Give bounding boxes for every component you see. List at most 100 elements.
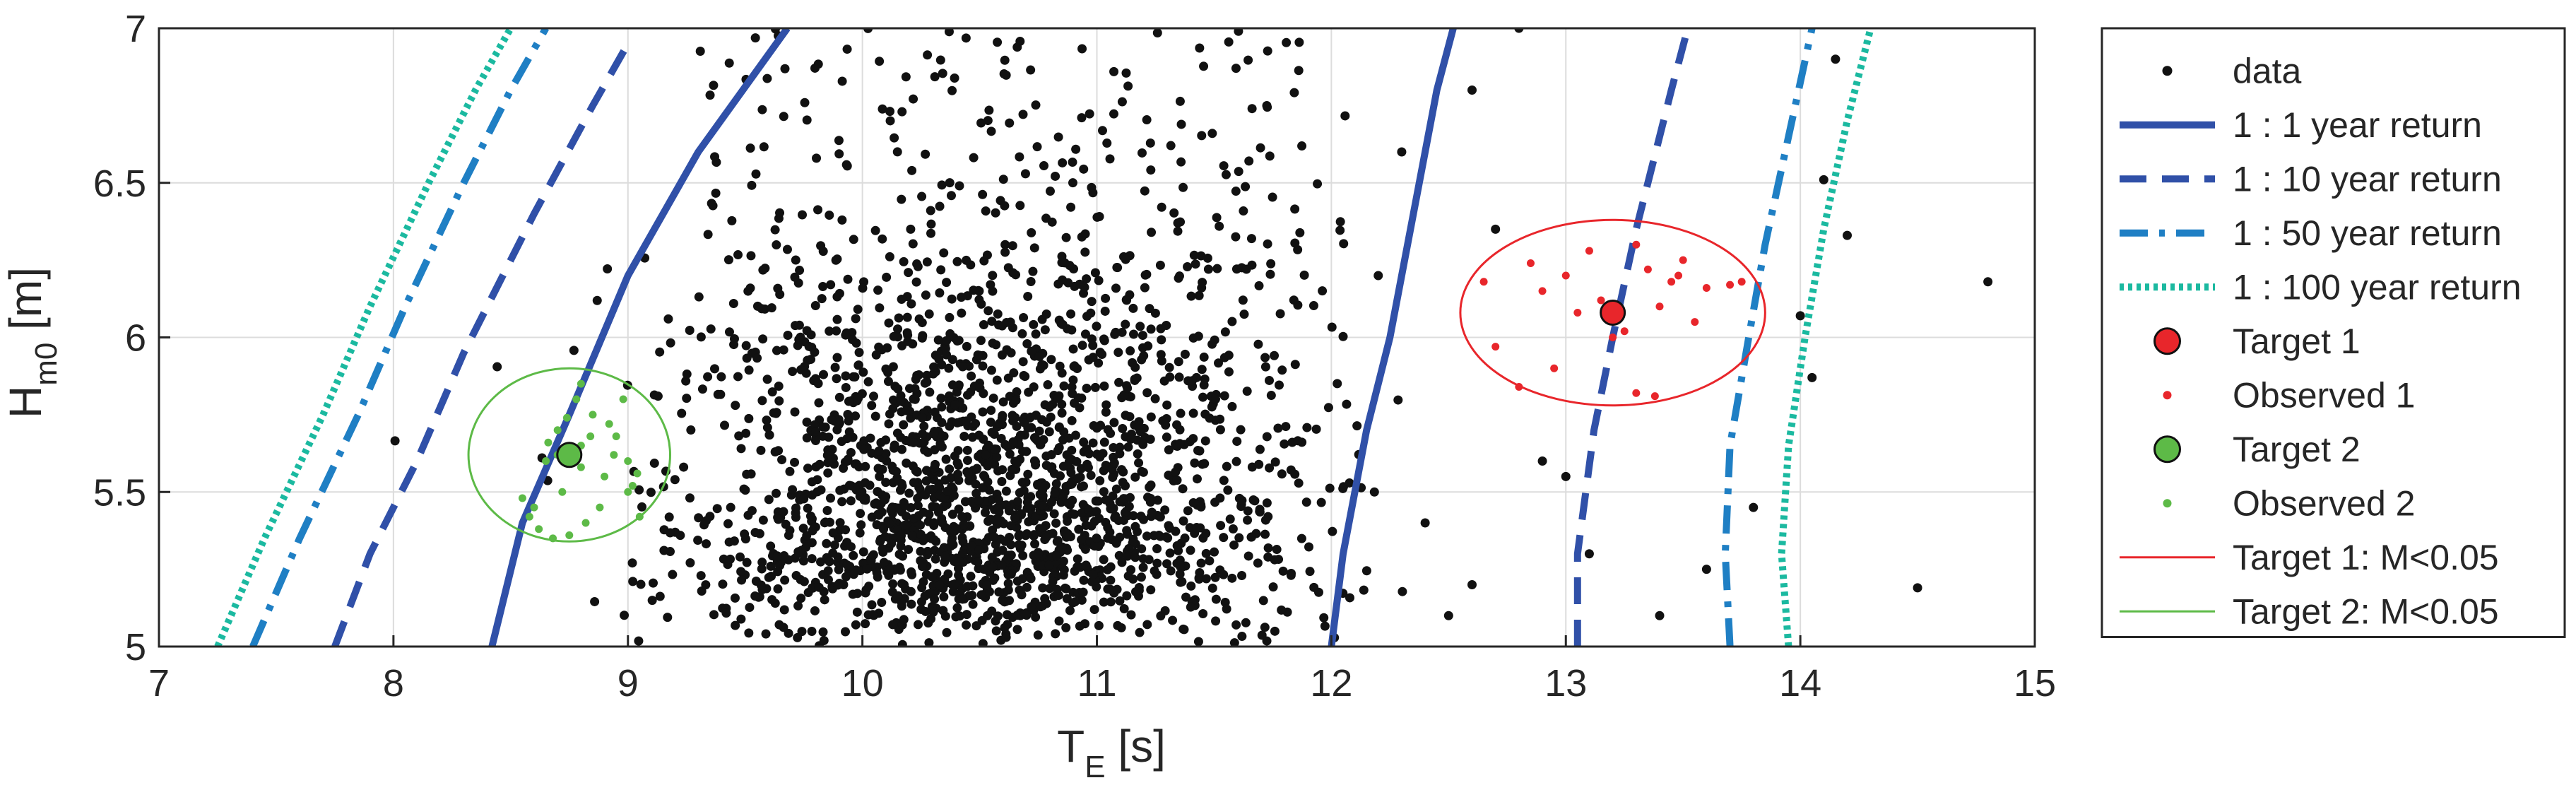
data-point	[779, 551, 789, 561]
data-point	[909, 94, 918, 104]
data-point	[1313, 179, 1323, 189]
data-point	[1243, 515, 1253, 525]
data-point	[1106, 504, 1116, 514]
data-point	[890, 443, 899, 453]
data-point	[1219, 533, 1229, 543]
data-point	[1018, 550, 1028, 560]
x-tick-label: 9	[618, 662, 639, 704]
data-point	[1118, 423, 1128, 433]
data-point	[777, 455, 787, 465]
data-point	[1260, 515, 1270, 525]
svg-text:Hm0 [m]: Hm0 [m]	[0, 267, 64, 418]
data-point	[1157, 356, 1166, 366]
legend-item: 1 : 10 year return	[2120, 159, 2502, 199]
data-point	[1223, 485, 1233, 495]
data-point	[807, 554, 817, 564]
data-point	[1075, 279, 1085, 289]
data-point	[1142, 620, 1152, 630]
data-point	[1053, 394, 1063, 403]
data-point	[1112, 584, 1122, 594]
data-point	[1035, 524, 1045, 533]
data-point	[1111, 484, 1121, 494]
data-point	[1262, 432, 1272, 442]
data-point	[885, 519, 894, 529]
data-point	[1044, 560, 1054, 570]
data-point	[1302, 423, 1312, 432]
legend-swatch	[2153, 327, 2181, 355]
data-point	[492, 362, 502, 372]
data-point	[1231, 620, 1241, 630]
data-point	[818, 247, 828, 256]
data-point	[1178, 182, 1188, 192]
data-point	[711, 188, 721, 198]
data-point	[1000, 240, 1010, 249]
data-point	[1325, 483, 1335, 493]
data-point	[1173, 226, 1183, 236]
data-point	[736, 567, 746, 577]
data-point	[929, 362, 939, 372]
data-point	[974, 546, 984, 555]
data-point	[703, 372, 713, 382]
data-point	[784, 628, 793, 638]
data-point	[897, 107, 907, 117]
data-point	[1295, 228, 1305, 237]
data-point	[1216, 521, 1226, 531]
data-point	[930, 459, 940, 469]
data-point	[1311, 424, 1321, 434]
data-point	[1034, 351, 1044, 361]
data-point	[994, 495, 1004, 505]
data-point	[1123, 383, 1133, 393]
data-point	[1092, 423, 1102, 433]
data-point	[1080, 329, 1090, 339]
data-point	[784, 531, 793, 541]
data-point	[710, 152, 720, 162]
data-point	[1125, 493, 1135, 502]
data-point	[881, 449, 891, 459]
data-point	[1201, 548, 1211, 558]
data-point	[887, 461, 897, 471]
data-point	[1029, 243, 1039, 253]
data-point	[788, 485, 798, 495]
data-point	[758, 515, 768, 525]
data-point	[879, 524, 889, 534]
data-point	[917, 583, 927, 593]
data-point	[945, 178, 955, 188]
data-point	[987, 606, 997, 616]
data-point	[1214, 358, 1224, 368]
data-point	[1342, 399, 1352, 409]
data-point	[1150, 308, 1160, 318]
legend-item: data	[2162, 51, 2302, 90]
data-point	[1044, 402, 1054, 412]
data-point	[1323, 403, 1333, 413]
observed1-point	[1726, 281, 1735, 289]
data-point	[899, 256, 909, 266]
data-point	[971, 418, 981, 428]
data-point	[1241, 264, 1251, 274]
legend-label: Observed 2	[2233, 483, 2415, 523]
data-point	[779, 112, 788, 122]
data-point	[884, 419, 894, 429]
data-point	[1074, 524, 1084, 534]
data-point	[1211, 594, 1221, 604]
data-point	[772, 240, 781, 250]
data-point	[1090, 268, 1100, 278]
data-point	[832, 374, 841, 384]
data-point	[1196, 558, 1206, 568]
data-point	[990, 444, 1000, 454]
data-point	[1050, 488, 1060, 498]
data-point	[868, 550, 878, 560]
data-point	[1144, 555, 1154, 565]
data-point	[1068, 344, 1078, 354]
data-point	[916, 546, 926, 556]
data-point	[1126, 610, 1136, 620]
data-point	[1036, 602, 1046, 612]
data-point	[882, 343, 892, 353]
data-point	[1085, 109, 1094, 119]
data-point	[1123, 81, 1133, 91]
data-point	[1290, 238, 1300, 248]
data-point	[1194, 574, 1204, 584]
observed2-point	[635, 512, 644, 521]
data-point	[1000, 55, 1010, 65]
observed1-point	[1667, 278, 1676, 286]
data-point	[1203, 264, 1213, 274]
